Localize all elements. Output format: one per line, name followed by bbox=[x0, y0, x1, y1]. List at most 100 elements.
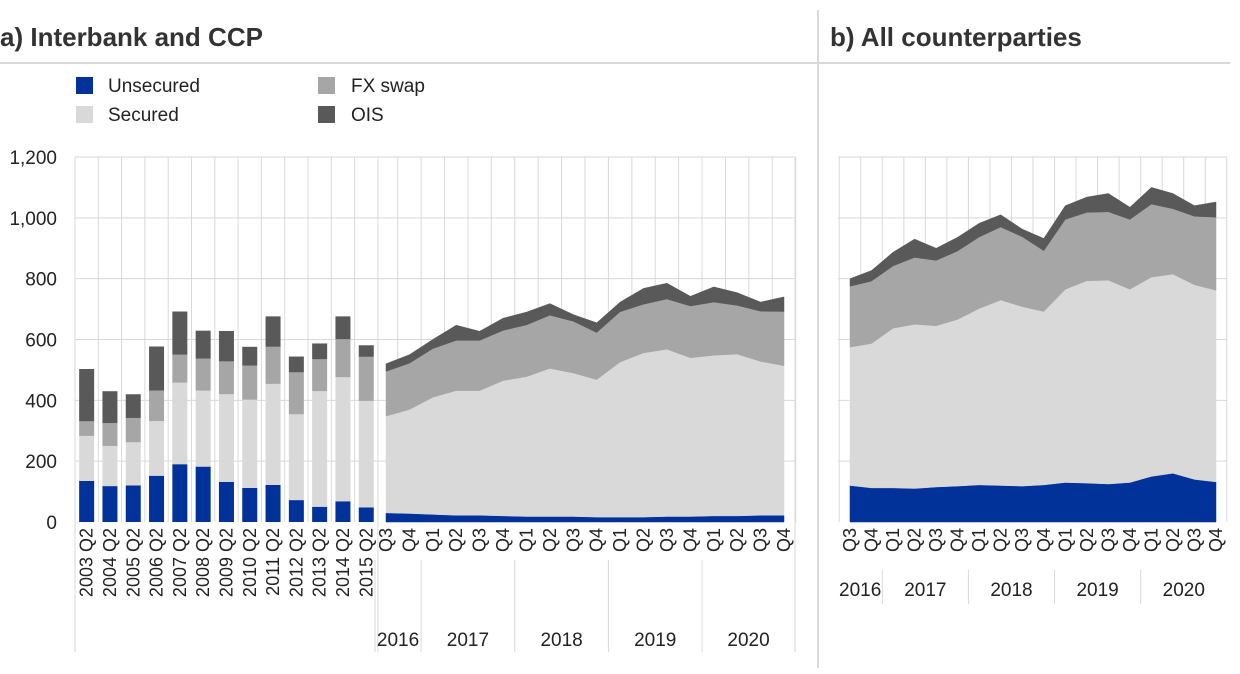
legend-label-unsecured: Unsecured bbox=[108, 76, 200, 97]
frame bbox=[0, 10, 1230, 668]
bar-fx-swap bbox=[265, 346, 281, 384]
bar-fx-swap bbox=[102, 423, 118, 446]
x-tick-label: Q1 bbox=[1055, 528, 1075, 552]
bar-fx-swap bbox=[335, 339, 351, 378]
bar-unsecured bbox=[358, 507, 374, 522]
year-label: 2020 bbox=[727, 630, 769, 651]
x-tick-label: Q3 bbox=[1184, 528, 1204, 552]
bar-unsecured bbox=[102, 486, 118, 522]
x-tick-label: 2010 Q2 bbox=[240, 528, 260, 597]
bar-fx-swap bbox=[172, 354, 188, 383]
bar-unsecured bbox=[195, 466, 211, 522]
x-tick-label: Q4 bbox=[1120, 528, 1140, 552]
x-tick-label: Q2 bbox=[540, 528, 560, 552]
x-tick-label: 2006 Q2 bbox=[147, 528, 167, 597]
x-tick-label: Q1 bbox=[516, 528, 536, 552]
x-tick-label: 2012 Q2 bbox=[286, 528, 306, 597]
x-tick-label: Q2 bbox=[1163, 528, 1183, 552]
x-tick-label: 2007 Q2 bbox=[170, 528, 190, 597]
bar-unsecured bbox=[242, 487, 258, 522]
y-tick-label: 400 bbox=[25, 391, 57, 412]
y-tick-label: 600 bbox=[25, 331, 57, 352]
x-tick-label: Q3 bbox=[657, 528, 677, 552]
bar-secured bbox=[335, 377, 351, 502]
bar-unsecured bbox=[125, 485, 141, 522]
x-tick-label: Q4 bbox=[587, 528, 607, 552]
bar-fx-swap bbox=[242, 365, 258, 400]
bar-secured bbox=[172, 382, 188, 465]
year-label: 2017 bbox=[904, 580, 946, 601]
bar-ois bbox=[358, 345, 374, 357]
year-label: 2017 bbox=[447, 630, 489, 651]
bar-ois bbox=[79, 369, 95, 422]
y-tick-label: 1,000 bbox=[9, 209, 57, 230]
area-ois bbox=[385, 282, 785, 372]
bar-secured bbox=[79, 435, 95, 481]
bar-fx-swap bbox=[195, 358, 211, 391]
x-tick-label: Q4 bbox=[862, 528, 882, 552]
x-tick-label: Q4 bbox=[1206, 528, 1226, 552]
bar-ois bbox=[172, 311, 188, 355]
x-tick-label: 2014 Q2 bbox=[333, 528, 353, 597]
y-tick-label: 200 bbox=[25, 452, 57, 473]
legend-swatch-unsecured bbox=[76, 77, 93, 94]
x-tick-label: Q1 bbox=[704, 528, 724, 552]
bar-secured bbox=[265, 383, 281, 485]
x-tick-label: Q4 bbox=[680, 528, 700, 552]
bar-fx-swap bbox=[149, 390, 165, 422]
x-tick-label: 2009 Q2 bbox=[216, 528, 236, 597]
bar-ois bbox=[265, 316, 281, 347]
x-tick-label: Q2 bbox=[991, 528, 1011, 552]
area-ois bbox=[849, 187, 1217, 287]
x-tick-label: 2005 Q2 bbox=[123, 528, 143, 597]
x-tick-label: Q3 bbox=[376, 528, 396, 552]
bar-secured bbox=[125, 442, 141, 486]
bar-fx-swap bbox=[288, 372, 304, 415]
bar-secured bbox=[242, 399, 258, 488]
legend-swatch-fx-swap bbox=[318, 77, 335, 94]
panel-b-plot: Q3 Q4 Q1 Q2 Q3 Q4 Q1 Q2 Q3 Q4 Q1 Q2 Q3 Q4 Q1 Q2 Q3 Q42016… bbox=[838, 156, 1228, 604]
bar-ois bbox=[218, 330, 234, 362]
year-label: 2016 bbox=[377, 630, 419, 651]
x-tick-label: 2011 Q2 bbox=[263, 528, 283, 596]
year-label: 2016 bbox=[839, 580, 881, 601]
x-tick-label: Q4 bbox=[948, 528, 968, 552]
bar-secured bbox=[149, 421, 165, 476]
bar-secured bbox=[312, 391, 328, 507]
x-tick-label: Q2 bbox=[727, 528, 747, 552]
bar-fx-swap bbox=[125, 417, 141, 443]
bar-unsecured bbox=[149, 475, 165, 522]
x-tick-label: Q3 bbox=[926, 528, 946, 552]
bar-secured bbox=[102, 445, 118, 487]
x-tick-label: 2013 Q2 bbox=[310, 528, 330, 597]
x-tick-label: Q3 bbox=[1098, 528, 1118, 552]
bar-secured bbox=[195, 390, 211, 467]
bar-ois bbox=[335, 316, 351, 340]
panel-a-title: a) Interbank and CCP bbox=[0, 22, 263, 52]
legend-swatch-ois bbox=[318, 106, 335, 123]
x-tick-label: Q4 bbox=[774, 528, 794, 552]
bar-secured bbox=[288, 414, 304, 501]
y-tick-label: 1,200 bbox=[9, 148, 57, 169]
legend-label-fx-swap: FX swap bbox=[351, 76, 425, 97]
legend-swatch-secured bbox=[76, 106, 93, 123]
bar-ois bbox=[242, 346, 258, 366]
bar-ois bbox=[288, 356, 304, 373]
bar-secured bbox=[358, 400, 374, 508]
x-tick-label: Q4 bbox=[1034, 528, 1054, 552]
legend-label-secured: Secured bbox=[108, 105, 179, 126]
x-tick-label: 2004 Q2 bbox=[100, 528, 120, 597]
bar-secured bbox=[218, 394, 234, 482]
bar-fx-swap bbox=[312, 359, 328, 392]
bar-fx-swap bbox=[218, 361, 234, 395]
bar-unsecured bbox=[312, 506, 328, 522]
x-tick-label: Q4 bbox=[399, 528, 419, 552]
x-tick-label: Q3 bbox=[470, 528, 490, 552]
x-tick-label: Q2 bbox=[1077, 528, 1097, 552]
bar-unsecured bbox=[288, 500, 304, 522]
year-label: 2020 bbox=[1163, 580, 1205, 601]
year-label: 2018 bbox=[990, 580, 1032, 601]
